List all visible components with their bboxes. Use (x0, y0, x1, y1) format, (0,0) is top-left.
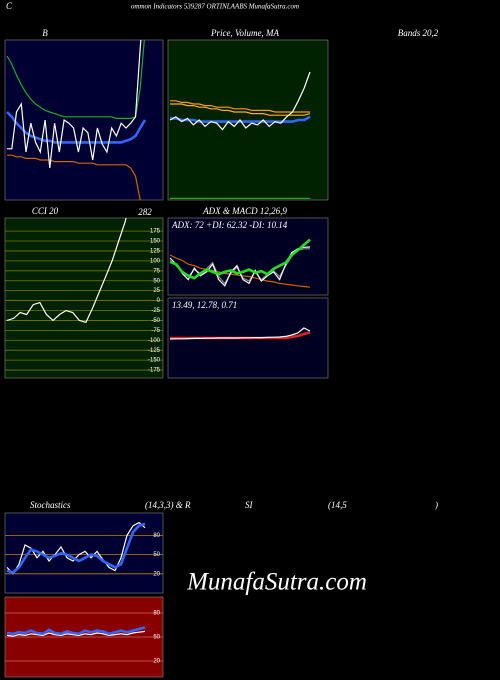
panel: 13.49, 12.78, 0.71 (167, 297, 329, 379)
y-tick-label: 75 (153, 268, 160, 274)
series-line (7, 154, 141, 200)
series-group (169, 327, 311, 340)
y-tick-label: 25 (153, 288, 160, 294)
series-line (170, 103, 311, 116)
y-tick-label: -100 (148, 338, 161, 344)
y-tick-label: 150 (150, 239, 161, 245)
panel-title: Bands 20,2 (398, 28, 439, 38)
y-tick-label: -150 (148, 358, 161, 364)
panel (167, 39, 329, 201)
series-line (6, 40, 145, 119)
y-tick-label: -175 (148, 368, 161, 374)
y-tick-label: 100 (150, 258, 161, 264)
header-title: ommon Indicators 539287 ORTINLAABS Munaf… (131, 3, 299, 11)
series-line (6, 630, 146, 637)
series-line (169, 254, 311, 288)
panel-title: Stochastics (30, 500, 71, 510)
series-line (6, 626, 146, 636)
y-tick-label: -25 (151, 308, 160, 314)
panel (4, 39, 164, 201)
panel-title: ) (434, 500, 438, 510)
panel-title: ADX & MACD 12,26,9 (202, 206, 287, 216)
annotation: 282 (138, 207, 152, 217)
y-tick-label: 0 (157, 298, 161, 304)
panel-background (4, 217, 164, 379)
y-tick-label: 50 (153, 278, 160, 284)
panel: 80 50 20 (4, 596, 164, 678)
y-tick-label: 20 (153, 571, 160, 577)
panel-title: (14,5 (328, 500, 347, 510)
panel-title: Price, Volume, MA (210, 28, 279, 38)
y-tick-label: 125 (150, 249, 161, 255)
y-tick-label: 80 (153, 611, 160, 617)
series-group (6, 218, 127, 324)
y-tick-label: 175 (150, 229, 161, 235)
header-mark: C (6, 1, 13, 11)
series-line (169, 238, 311, 280)
watermark: MunafaSutra.com (186, 569, 367, 596)
panel-title: CCI 20 (32, 206, 59, 216)
y-tick-label: -125 (148, 348, 161, 354)
series-line (7, 40, 142, 169)
panel: 80 50 20 (4, 512, 164, 594)
y-tick-label: 20 (153, 659, 160, 665)
panel-title: SI (245, 500, 254, 510)
series-line (169, 327, 311, 340)
panel: ADX: 72 +DI: 62.32 -DI: 10.14 (167, 217, 329, 296)
series-group (169, 71, 311, 199)
series-line (6, 522, 146, 574)
series-line (6, 521, 146, 575)
series-group (6, 521, 146, 575)
panel-background (4, 512, 164, 594)
panel-title: (14,3,3) & R (145, 500, 191, 510)
panel: 175 150 125 100 75 50 25 0 -25 -50 -75 -100 -125 -150… (4, 217, 164, 379)
panel-title: B (42, 28, 48, 38)
series-line (169, 71, 311, 131)
annotation: ADX: 72 +DI: 62.32 -DI: 10.14 (171, 220, 288, 230)
series-group (6, 626, 146, 637)
y-tick-label: -50 (151, 318, 160, 324)
y-tick-label: 50 (153, 635, 160, 641)
series-group (6, 40, 147, 200)
series-line (170, 100, 310, 113)
series-line (170, 115, 311, 123)
series-line (6, 218, 127, 324)
series-group (169, 238, 311, 288)
annotation: 13.49, 12.78, 0.71 (172, 300, 237, 310)
panel-background (4, 39, 164, 201)
y-tick-label: -75 (151, 328, 160, 334)
y-tick-label: 50 (153, 552, 160, 558)
y-tick-label: 80 (153, 533, 160, 539)
